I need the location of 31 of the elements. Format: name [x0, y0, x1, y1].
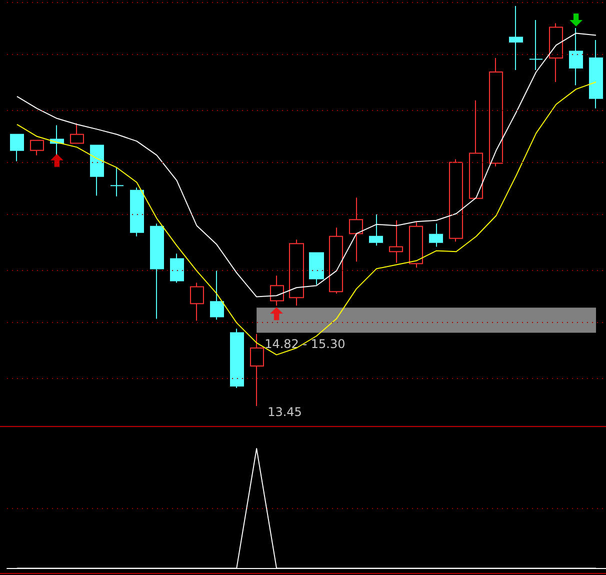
candlestick [170, 253, 184, 284]
candlestick [409, 221, 423, 268]
candlestick [389, 220, 403, 264]
candlestick [270, 275, 284, 306]
candlestick [130, 187, 144, 237]
candlestick [30, 140, 44, 156]
candlestick [569, 28, 583, 86]
candlestick [230, 328, 244, 388]
candlestick [150, 223, 164, 320]
candlestick [329, 227, 343, 294]
candlestick [449, 158, 463, 242]
candlestick [369, 214, 383, 246]
candlestick [309, 252, 324, 286]
candlestick [589, 40, 603, 109]
candlestick [349, 197, 363, 262]
candlestick [210, 270, 224, 320]
candlestick [289, 239, 304, 306]
band-label: 14.82 - 15.30 [264, 336, 346, 351]
candlestick [509, 6, 523, 70]
annotation: 13.45 [268, 405, 302, 419]
candlestick [110, 167, 124, 197]
candlestick [489, 58, 503, 167]
candlestick [70, 122, 84, 144]
candlestick [469, 100, 483, 199]
candlestick [549, 22, 563, 82]
candlestick [529, 20, 543, 70]
candlestick [429, 223, 443, 248]
candlestick [10, 134, 24, 162]
candlestick [190, 282, 204, 322]
candlestick [90, 144, 104, 196]
candlestick [250, 334, 264, 406]
